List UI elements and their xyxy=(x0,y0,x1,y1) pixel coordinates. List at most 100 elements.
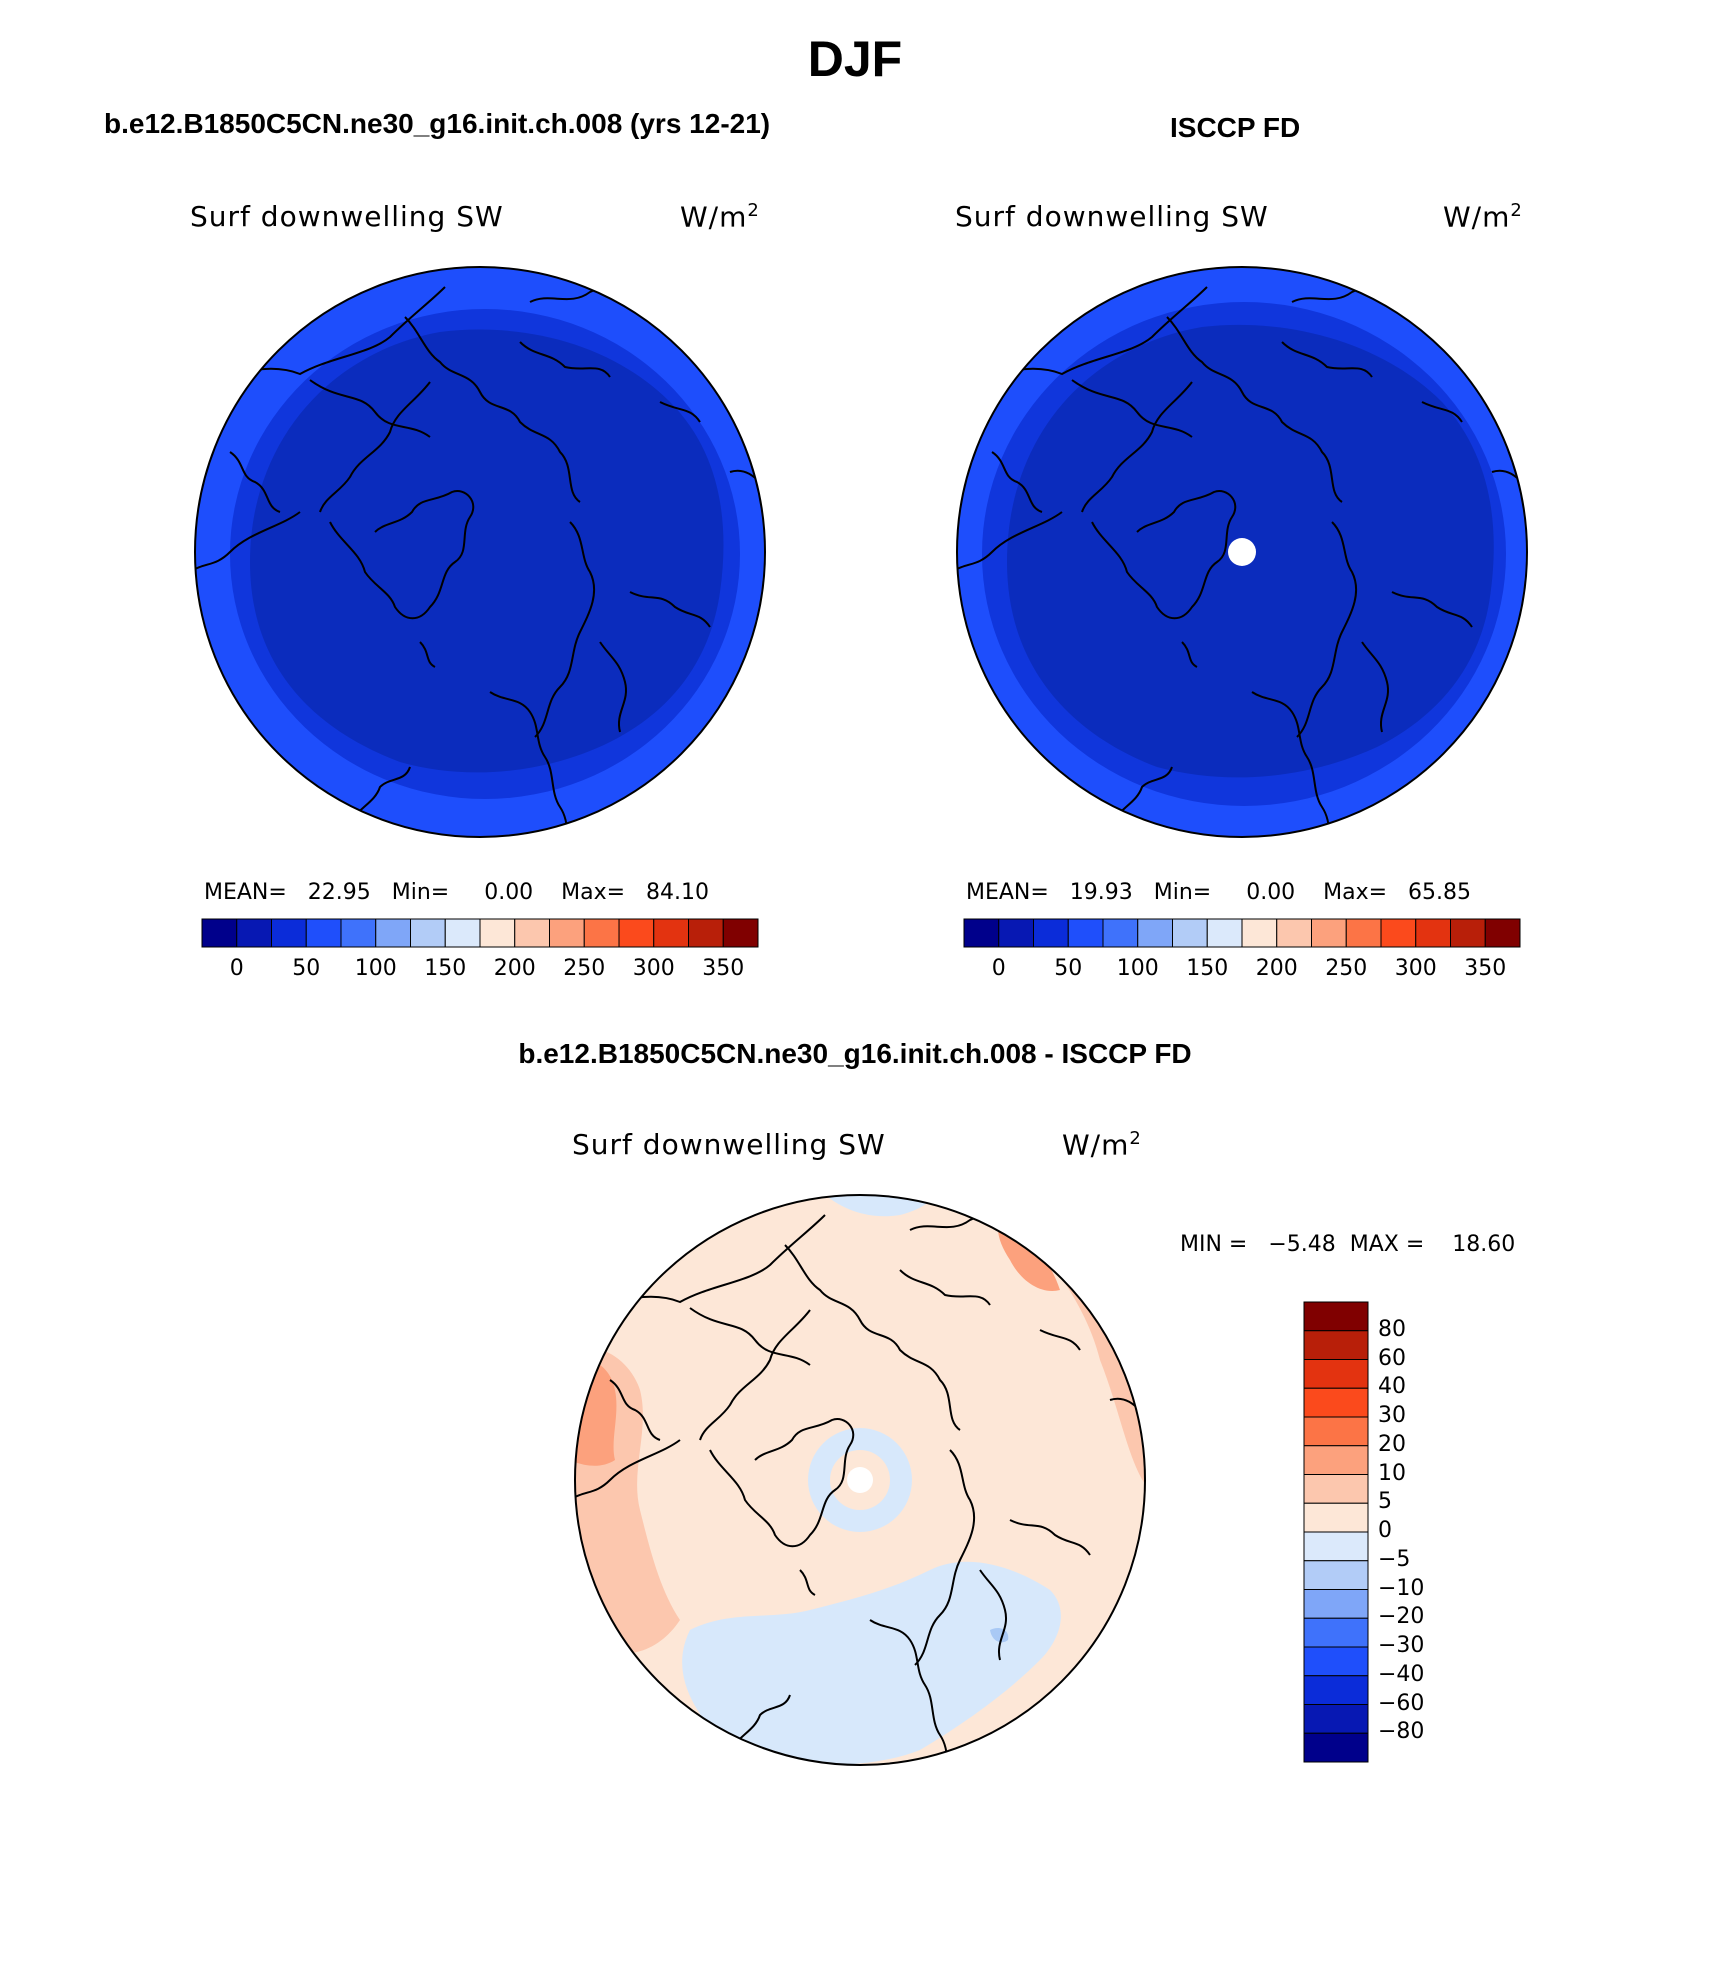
obs-colorbar-box-5 xyxy=(1137,918,1173,948)
diff-units-label: W/m2 xyxy=(1062,1128,1142,1162)
model-colorbar-box-13 xyxy=(653,918,689,948)
model-coastlines xyxy=(195,271,765,837)
diff-colorbar-tick-label: 30 xyxy=(1378,1403,1406,1428)
model-colorbar xyxy=(201,918,759,948)
diff-colorbar-ticks: 80 60 40 30 20 10 5 0 −5 −10 −20 −30 −40 −60 −80 xyxy=(1378,1300,1458,1764)
diff-colorbar-box-3 xyxy=(1303,1387,1369,1418)
obs-colorbar-box-15 xyxy=(1484,918,1521,948)
obs-colorbar-box-3 xyxy=(1067,918,1104,948)
diff-colorbar-tick-label: 0 xyxy=(1378,1518,1392,1543)
model-colorbar-tick-label: 0 xyxy=(229,956,244,981)
diff-colorbar-box-11 xyxy=(1303,1617,1369,1648)
model-polar-map xyxy=(194,266,766,838)
obs-colorbar-box-14 xyxy=(1450,918,1486,948)
model-colorbar-tick-label: 100 xyxy=(354,956,397,981)
model-colorbar-box-15 xyxy=(722,918,759,948)
obs-panel-title: ISCCP FD xyxy=(1170,112,1301,143)
model-colorbar-tick-label: 300 xyxy=(632,956,675,981)
obs-colorbar-tick-label: 300 xyxy=(1394,956,1437,981)
model-colorbar-tick-label: 50 xyxy=(292,956,321,981)
diff-colorbar-tick-label: 80 xyxy=(1378,1316,1406,1342)
obs-colorbar-tick-label: 250 xyxy=(1325,956,1368,981)
diff-colorbar-tick-label: 20 xyxy=(1378,1431,1406,1457)
obs-colorbar-box-8 xyxy=(1241,918,1278,948)
model-colorbar-box-10 xyxy=(549,918,585,948)
model-variable-label: Surf downwelling SW xyxy=(190,200,504,233)
obs-colorbar-box-13 xyxy=(1415,918,1451,948)
diff-colorbar-tick-label: −40 xyxy=(1378,1661,1425,1687)
diff-colorbar-box-2 xyxy=(1303,1359,1369,1389)
diff-colorbar-box-0 xyxy=(1303,1301,1369,1332)
model-colorbar-ticks: 0 50 100 150 200 250 300 350 xyxy=(200,956,760,986)
diff-colorbar-tick-label: −80 xyxy=(1378,1719,1425,1745)
diff-stats: MIN = −5.48 MAX = 18.60 xyxy=(1180,1232,1516,1257)
model-colorbar-box-2 xyxy=(271,918,307,948)
model-colorbar-tick-label: 150 xyxy=(424,956,467,981)
model-colorbar-box-14 xyxy=(688,918,724,948)
diff-colorbar-box-14 xyxy=(1303,1704,1369,1734)
obs-colorbar-box-0 xyxy=(963,918,1000,948)
model-colorbar-tick-label: 250 xyxy=(563,956,606,981)
diff-colorbar-box-9 xyxy=(1303,1560,1369,1590)
diff-colorbar-box-8 xyxy=(1303,1531,1369,1562)
diff-colorbar-tick-label: 10 xyxy=(1378,1460,1406,1486)
diff-colorbar-box-5 xyxy=(1303,1445,1369,1475)
obs-stats: MEAN= 19.93 Min= 0.00 Max= 65.85 xyxy=(966,880,1472,905)
diff-colorbar-box-10 xyxy=(1303,1589,1369,1619)
obs-colorbar-tick-label: 200 xyxy=(1255,956,1298,981)
obs-colorbar-box-2 xyxy=(1033,918,1069,948)
diff-colorbar-box-15 xyxy=(1303,1732,1369,1763)
obs-colorbar-tick-label: 100 xyxy=(1116,956,1159,981)
model-colorbar-box-1 xyxy=(236,918,272,948)
diff-missing-pole xyxy=(847,1467,873,1493)
model-colorbar-tick-label: 200 xyxy=(493,956,536,981)
diff-colorbar-tick-label: −20 xyxy=(1378,1604,1425,1630)
diff-colorbar-box-6 xyxy=(1303,1474,1369,1504)
model-stats: MEAN= 22.95 Min= 0.00 Max= 84.10 xyxy=(204,880,710,905)
figure-title: DJF xyxy=(807,31,903,87)
model-colorbar-box-3 xyxy=(305,918,342,948)
model-colorbar-box-0 xyxy=(201,918,238,948)
diff-cool-southeast xyxy=(682,1561,1061,1765)
obs-colorbar-tick-label: 350 xyxy=(1464,956,1507,981)
diff-colorbar-tick-label: 5 xyxy=(1378,1489,1392,1515)
diff-polar-map xyxy=(574,1194,1146,1766)
model-colorbar-box-11 xyxy=(583,918,620,948)
obs-colorbar-box-9 xyxy=(1276,918,1312,948)
diff-colorbar-box-12 xyxy=(1303,1646,1369,1677)
model-colorbar-box-9 xyxy=(514,918,550,948)
obs-units-label: W/m2 xyxy=(1443,200,1523,234)
diff-colorbar-tick-label: −30 xyxy=(1378,1633,1425,1658)
obs-colorbar-box-4 xyxy=(1102,918,1139,948)
diff-colorbar xyxy=(1303,1301,1369,1763)
obs-colorbar-box-1 xyxy=(998,918,1034,948)
diff-colorbar-tick-label: 40 xyxy=(1378,1374,1406,1400)
model-colorbar-box-12 xyxy=(618,918,655,948)
obs-colorbar xyxy=(963,918,1521,948)
obs-colorbar-box-6 xyxy=(1172,918,1208,948)
obs-colorbar-box-10 xyxy=(1311,918,1347,948)
diff-colorbar-box-13 xyxy=(1303,1675,1369,1705)
diff-colorbar-tick-label: −5 xyxy=(1378,1546,1411,1572)
model-inner-region xyxy=(250,329,724,773)
diff-colorbar-box-4 xyxy=(1303,1416,1369,1447)
model-colorbar-box-6 xyxy=(410,918,446,948)
obs-colorbar-box-11 xyxy=(1345,918,1382,948)
model-colorbar-box-8 xyxy=(479,918,516,948)
obs-colorbar-tick-label: 0 xyxy=(991,956,1006,981)
obs-colorbar-tick-label: 150 xyxy=(1186,956,1229,981)
obs-colorbar-tick-label: 50 xyxy=(1054,956,1083,981)
obs-colorbar-ticks: 0 50 100 150 200 250 300 350 xyxy=(962,956,1522,986)
model-colorbar-box-7 xyxy=(444,918,481,948)
model-colorbar-box-4 xyxy=(340,918,377,948)
diff-colorbar-box-7 xyxy=(1303,1502,1369,1533)
model-colorbar-box-5 xyxy=(375,918,411,948)
diff-colorbar-tick-label: −60 xyxy=(1378,1690,1425,1716)
obs-colorbar-box-12 xyxy=(1380,918,1417,948)
diff-colorbar-box-1 xyxy=(1303,1330,1369,1360)
obs-polar-map xyxy=(956,266,1528,838)
obs-colorbar-box-7 xyxy=(1206,918,1243,948)
model-colorbar-tick-label: 350 xyxy=(702,956,745,981)
obs-missing-pole xyxy=(1228,538,1256,566)
diff-colorbar-tick-label: −10 xyxy=(1378,1575,1425,1601)
